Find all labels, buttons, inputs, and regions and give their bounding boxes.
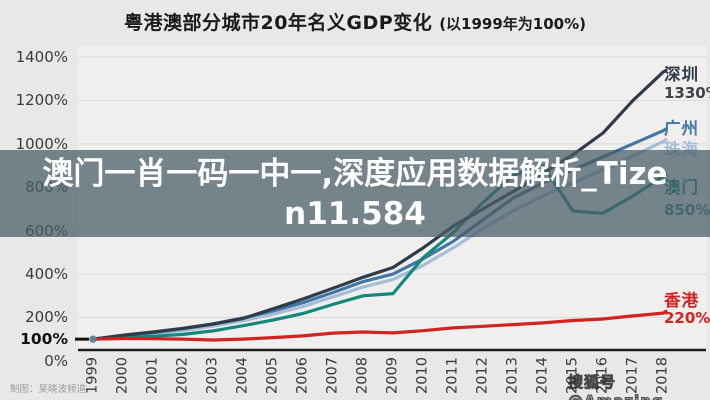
y-tick-label-1000: 1000% <box>15 134 68 153</box>
x-tick-label-2003: 2003 <box>204 357 221 394</box>
x-tick-label-2005: 2005 <box>264 357 281 394</box>
y-tick-label-0: 0% <box>44 351 68 370</box>
series-label-guangzhou: 广州 <box>664 119 699 138</box>
x-tick-label-2000: 2000 <box>114 357 131 394</box>
x-tick-label-2001: 2001 <box>144 357 161 394</box>
chart-title: 粤港澳部分城市20年名义GDP变化 (以1999年为100%) <box>0 8 710 35</box>
watermark-overlay-band: 澳门一肖一码一中一,深度应用数据解析_Tizen11.584 <box>0 150 710 237</box>
series-label-shenzhen: 深圳 <box>664 65 699 84</box>
series-endtick-hongkong <box>661 309 668 315</box>
y-tick-label-200: 200% <box>25 308 68 327</box>
chart-author-credit: 制图：吴晓波频道 <box>10 384 87 395</box>
x-tick-label-2012: 2012 <box>474 357 491 394</box>
x-tick-label-2007: 2007 <box>324 357 341 394</box>
x-tick-label-2011: 2011 <box>444 357 461 394</box>
y-tick-label-1200: 1200% <box>15 91 68 110</box>
sohu-account-watermark: 搜狐号@Amazing <box>568 373 664 400</box>
x-tick-label-2004: 2004 <box>234 357 251 394</box>
overlay-watermark-text: 澳门一肖一码一中一,深度应用数据解析_Tizen11.584 <box>42 155 668 232</box>
x-tick-label-2014: 2014 <box>534 357 551 394</box>
series-endtick-shenzhen <box>661 68 668 74</box>
series-endvalue-hongkong: 220% <box>664 309 710 327</box>
series-start-dot <box>89 335 97 343</box>
x-tick-label-2008: 2008 <box>354 357 371 394</box>
series-endtick-zhuhai <box>661 138 668 144</box>
x-tick-label-2013: 2013 <box>504 357 521 394</box>
chart-title-main: 粤港澳部分城市20年名义GDP变化 <box>123 12 433 34</box>
chart-title-subtitle: (以1999年为100%) <box>439 15 587 33</box>
series-line-hongkong <box>91 311 665 342</box>
x-tick-label-2002: 2002 <box>174 357 191 394</box>
series-label-hongkong: 香港 <box>664 291 699 310</box>
x-tick-label-2010: 2010 <box>414 357 431 394</box>
x-tick-label-2006: 2006 <box>294 357 311 394</box>
y-tick-label-1400: 1400% <box>15 48 68 67</box>
x-tick-label-1999: 1999 <box>84 357 101 394</box>
x-tick-label-2009: 2009 <box>384 357 401 394</box>
y-tick-label-400: 400% <box>25 265 68 284</box>
y-tick-label-100: 100% <box>20 330 68 349</box>
series-endvalue-shenzhen: 1330% <box>664 84 710 102</box>
series-endtick-guangzhou <box>661 127 668 133</box>
